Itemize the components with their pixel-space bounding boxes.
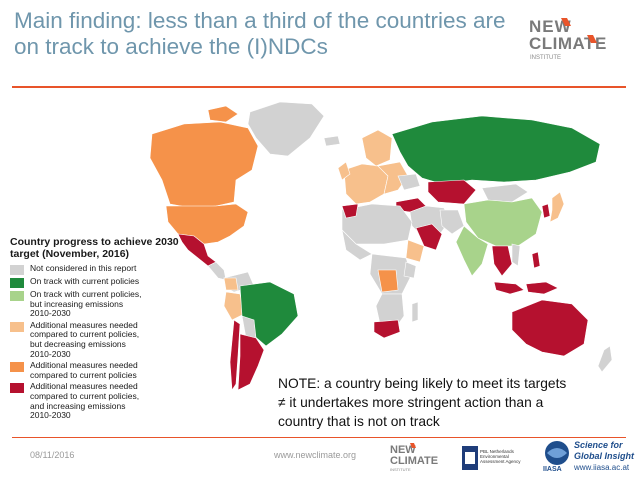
region-south-africa <box>373 319 401 339</box>
region-vietnam <box>511 243 521 267</box>
newclimate-logo: NEW CLIMATE INSTITUTE <box>529 17 607 61</box>
legend-label: On track with current policies, but incr… <box>30 289 142 319</box>
pbl-text: PBL Netherlands Environmental Assessment… <box>480 449 521 464</box>
iiasa-tagline: Science for Global Insight <box>574 440 634 461</box>
logo-line3: INSTITUTE <box>530 55 561 61</box>
pbl-logo-icon <box>462 446 478 470</box>
slide-title: Main finding: less than a third of the c… <box>14 8 506 59</box>
region-kenya <box>403 261 417 279</box>
region-china <box>463 197 543 247</box>
region-russia <box>391 115 601 185</box>
region-chile <box>229 319 241 391</box>
legend-swatch <box>10 265 24 275</box>
newclimate-footer-logo: NEW CLIMATE INSTITUTE <box>390 443 438 472</box>
region-japan <box>549 191 565 223</box>
region-scandinavia <box>361 129 393 167</box>
footer-url[interactable]: www.newclimate.org <box>274 450 357 460</box>
region-morocco <box>341 203 359 219</box>
region-central-america <box>207 261 227 281</box>
region-usa <box>165 203 249 245</box>
footer-logo-line1: NEW <box>390 444 416 456</box>
region-drc <box>377 269 399 293</box>
region-canada <box>149 121 259 209</box>
legend-label: Not considered in this report <box>30 263 137 273</box>
region-arctic-islands <box>207 105 239 123</box>
region-uk <box>337 161 351 181</box>
legend: Country progress to achieve 2030 target … <box>6 236 196 423</box>
footer-logo-line2: CLIMATE <box>390 455 438 467</box>
region-philippines <box>531 251 541 269</box>
legend-label: Additional measures needed compared to c… <box>30 381 140 421</box>
region-indonesia-east <box>525 281 559 295</box>
legend-item: Additional measures needed compared to c… <box>6 381 196 421</box>
title-rule <box>12 86 626 88</box>
region-ethiopia <box>405 239 425 263</box>
region-new-zealand <box>597 345 613 373</box>
legend-item: On track with current policies <box>6 276 196 288</box>
legend-title: Country progress to achieve 2030 target … <box>10 236 179 260</box>
legend-item: On track with current policies, but incr… <box>6 289 196 319</box>
iiasa-logo-icon: IIASA <box>543 441 569 472</box>
legend-swatch <box>10 383 24 394</box>
legend-label: Additional measures needed compared to c… <box>30 360 138 380</box>
region-saudi <box>415 223 443 251</box>
region-iceland <box>323 135 341 147</box>
region-greenland <box>247 101 325 157</box>
legend-items: Not considered in this report On track wi… <box>6 263 196 421</box>
region-se-asia <box>491 245 513 277</box>
legend-swatch <box>10 321 24 332</box>
region-iran <box>439 209 465 235</box>
legend-item: Not considered in this report <box>6 263 196 275</box>
region-west-africa <box>341 229 373 261</box>
legend-item: Additional measures needed compared to c… <box>6 319 196 359</box>
region-ukraine <box>397 173 421 191</box>
legend-label: On track with current policies <box>30 276 140 286</box>
region-indonesia <box>493 281 525 295</box>
logo-line2: CLIMATE <box>529 34 607 53</box>
region-europe-east <box>377 161 409 195</box>
note-text: NOTE: a country being likely to meet its… <box>278 376 567 429</box>
region-mongolia <box>481 183 529 203</box>
legend-swatch <box>10 291 24 301</box>
region-argentina <box>237 333 265 391</box>
footer-date: 08/11/2016 <box>30 450 75 460</box>
logo-line1: NEW <box>529 17 572 36</box>
legend-swatch <box>10 278 24 288</box>
iiasa-url[interactable]: www.iiasa.ac.at <box>574 463 630 472</box>
region-colombia <box>223 277 239 291</box>
svg-text:IIASA: IIASA <box>543 466 562 472</box>
legend-label: Additional measures needed compared to c… <box>30 319 140 359</box>
footer-rule <box>12 437 626 438</box>
region-korea <box>541 203 551 219</box>
region-australia <box>511 299 589 357</box>
footer-logo-line3: INSTITUTE <box>390 467 411 472</box>
world-map <box>12 94 626 430</box>
region-india <box>455 225 489 277</box>
region-peru <box>223 291 245 321</box>
legend-swatch <box>10 362 24 373</box>
legend-item: Additional measures needed compared to c… <box>6 360 196 380</box>
region-madagascar <box>411 301 419 323</box>
